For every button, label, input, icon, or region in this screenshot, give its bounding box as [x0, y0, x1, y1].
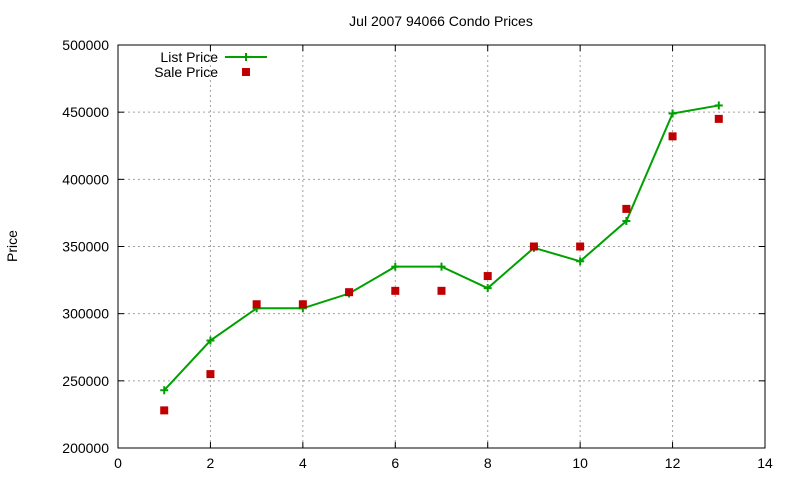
sale-price-point — [483, 272, 492, 281]
sale-price-point — [576, 242, 585, 251]
y-tick-label: 500000 — [62, 37, 109, 53]
x-tick-label: 2 — [207, 455, 215, 471]
x-tick-label: 12 — [665, 455, 681, 471]
chart-title: Jul 2007 94066 Condo Prices — [349, 13, 533, 29]
y-tick-label: 400000 — [62, 171, 109, 187]
x-tick-label: 8 — [484, 455, 492, 471]
sale-price-point — [298, 300, 307, 309]
y-tick-label: 250000 — [62, 373, 109, 389]
legend-label: List Price — [160, 49, 218, 65]
list-price-point — [437, 262, 446, 271]
x-tick-label: 10 — [572, 455, 588, 471]
sale-price-point — [529, 242, 538, 251]
list-price-point — [622, 216, 631, 225]
list-price-point — [576, 257, 585, 266]
tick-layer: 0 2 4 6 8 10 12 14 200000 250000 300000 350000 40000… — [62, 37, 773, 471]
y-tick-label: 450000 — [62, 104, 109, 120]
list-price-line — [163, 104, 719, 391]
sale-price-point — [206, 370, 215, 379]
y-tick-label: 350000 — [62, 239, 109, 255]
series-layer — [160, 101, 723, 415]
list-price-point — [483, 284, 492, 293]
y-tick-label: 200000 — [62, 440, 109, 456]
legend-label: Sale Price — [154, 64, 218, 80]
sale-price-point — [252, 300, 261, 309]
sale-price-point — [391, 286, 400, 295]
legend-plus-marker — [242, 53, 250, 61]
x-tick-label: 0 — [114, 455, 122, 471]
grid-layer — [118, 45, 765, 448]
y-axis-label: Price — [4, 230, 20, 262]
x-tick-label: 6 — [391, 455, 399, 471]
x-tick-label: 4 — [299, 455, 307, 471]
plot-frame — [117, 44, 766, 449]
sale-price-point — [622, 204, 631, 213]
list-price-point — [160, 386, 169, 395]
x-tick-label: 14 — [757, 455, 773, 471]
legend-square-marker — [242, 68, 250, 76]
sale-price-point — [437, 286, 446, 295]
sale-price-point — [160, 406, 169, 415]
list-price-point — [391, 262, 400, 271]
list-price-point — [714, 101, 723, 110]
list-price-point — [206, 336, 215, 345]
sale-price-point — [345, 288, 354, 297]
list-price-point — [668, 109, 677, 118]
sale-price-point — [668, 132, 677, 141]
sale-price-point — [714, 114, 723, 123]
y-tick-label: 300000 — [62, 306, 109, 322]
